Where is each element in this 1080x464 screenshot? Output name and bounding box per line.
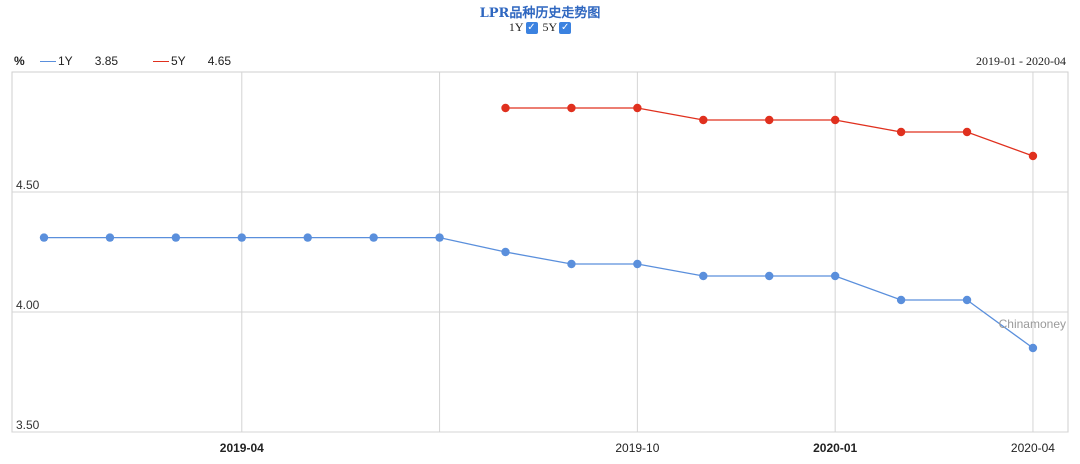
data-point-1y[interactable]	[699, 271, 708, 281]
data-point-1y[interactable]	[962, 295, 972, 305]
data-point-1y[interactable]	[171, 233, 181, 242]
legend-line-icon	[153, 60, 169, 62]
checkbox-checked-icon[interactable]: ✓	[525, 21, 538, 34]
data-point-1y[interactable]	[633, 259, 642, 269]
y-tick-label: 3.50	[16, 418, 40, 432]
toggle-1y-label: 1Y	[508, 20, 524, 34]
checkbox-checked-icon[interactable]: ✓	[559, 21, 572, 34]
data-point-5y[interactable]	[765, 115, 774, 125]
data-point-1y[interactable]	[237, 233, 246, 242]
legend-item-1y[interactable]: 1Y 3.85	[40, 54, 118, 68]
series-toggles: 1Y ✓ 5Y ✓	[0, 20, 1080, 35]
data-point-5y[interactable]	[962, 127, 972, 137]
data-point-1y[interactable]	[501, 247, 510, 257]
legend-label-1y: 1Y	[58, 54, 73, 68]
legend-value-5y: 4.65	[207, 54, 232, 68]
series-line-5y	[505, 107, 1034, 157]
series-line-1y	[44, 236, 1034, 349]
legend-line-icon	[40, 60, 56, 62]
y-tick-label: 4.50	[16, 178, 40, 192]
data-point-1y[interactable]	[303, 233, 312, 242]
data-point-5y[interactable]	[501, 103, 510, 113]
date-range-label: 2019-01 - 2020-04	[976, 54, 1066, 68]
data-point-5y[interactable]	[567, 103, 576, 113]
toggle-5y[interactable]: 5Y ✓	[543, 20, 572, 35]
x-tick-label: 2020-01	[813, 441, 857, 455]
data-point-1y[interactable]	[39, 233, 49, 242]
data-point-1y[interactable]	[1028, 343, 1038, 353]
data-point-1y[interactable]	[105, 233, 115, 242]
data-point-5y[interactable]	[699, 115, 708, 125]
toggle-5y-label: 5Y	[542, 20, 558, 34]
y-tick-label: 4.00	[16, 298, 40, 312]
x-tick-label: 2020-04	[1011, 441, 1055, 455]
data-point-1y[interactable]	[830, 271, 840, 281]
data-point-1y[interactable]	[567, 259, 576, 269]
data-point-1y[interactable]	[765, 271, 774, 281]
x-tick-label: 2019-10	[615, 441, 659, 455]
toggle-1y[interactable]: 1Y ✓	[509, 20, 538, 35]
legend-item-5y[interactable]: 5Y 4.65	[153, 54, 231, 68]
data-point-1y[interactable]	[896, 295, 906, 305]
data-point-5y[interactable]	[633, 103, 642, 113]
watermark-label: Chinamoney	[999, 317, 1066, 331]
plot-frame	[11, 71, 1069, 433]
y-unit-label: %	[14, 54, 25, 68]
legend-value-1y: 3.85	[94, 54, 119, 68]
x-tick-label: 2019-04	[220, 441, 264, 455]
legend-label-5y: 5Y	[171, 54, 186, 68]
data-point-1y[interactable]	[369, 233, 378, 242]
data-point-5y[interactable]	[1028, 151, 1038, 161]
chart-title: LPR品种历史走势图	[479, 6, 601, 21]
data-point-5y[interactable]	[896, 127, 906, 137]
data-point-1y[interactable]	[435, 233, 444, 242]
data-point-5y[interactable]	[830, 115, 840, 125]
